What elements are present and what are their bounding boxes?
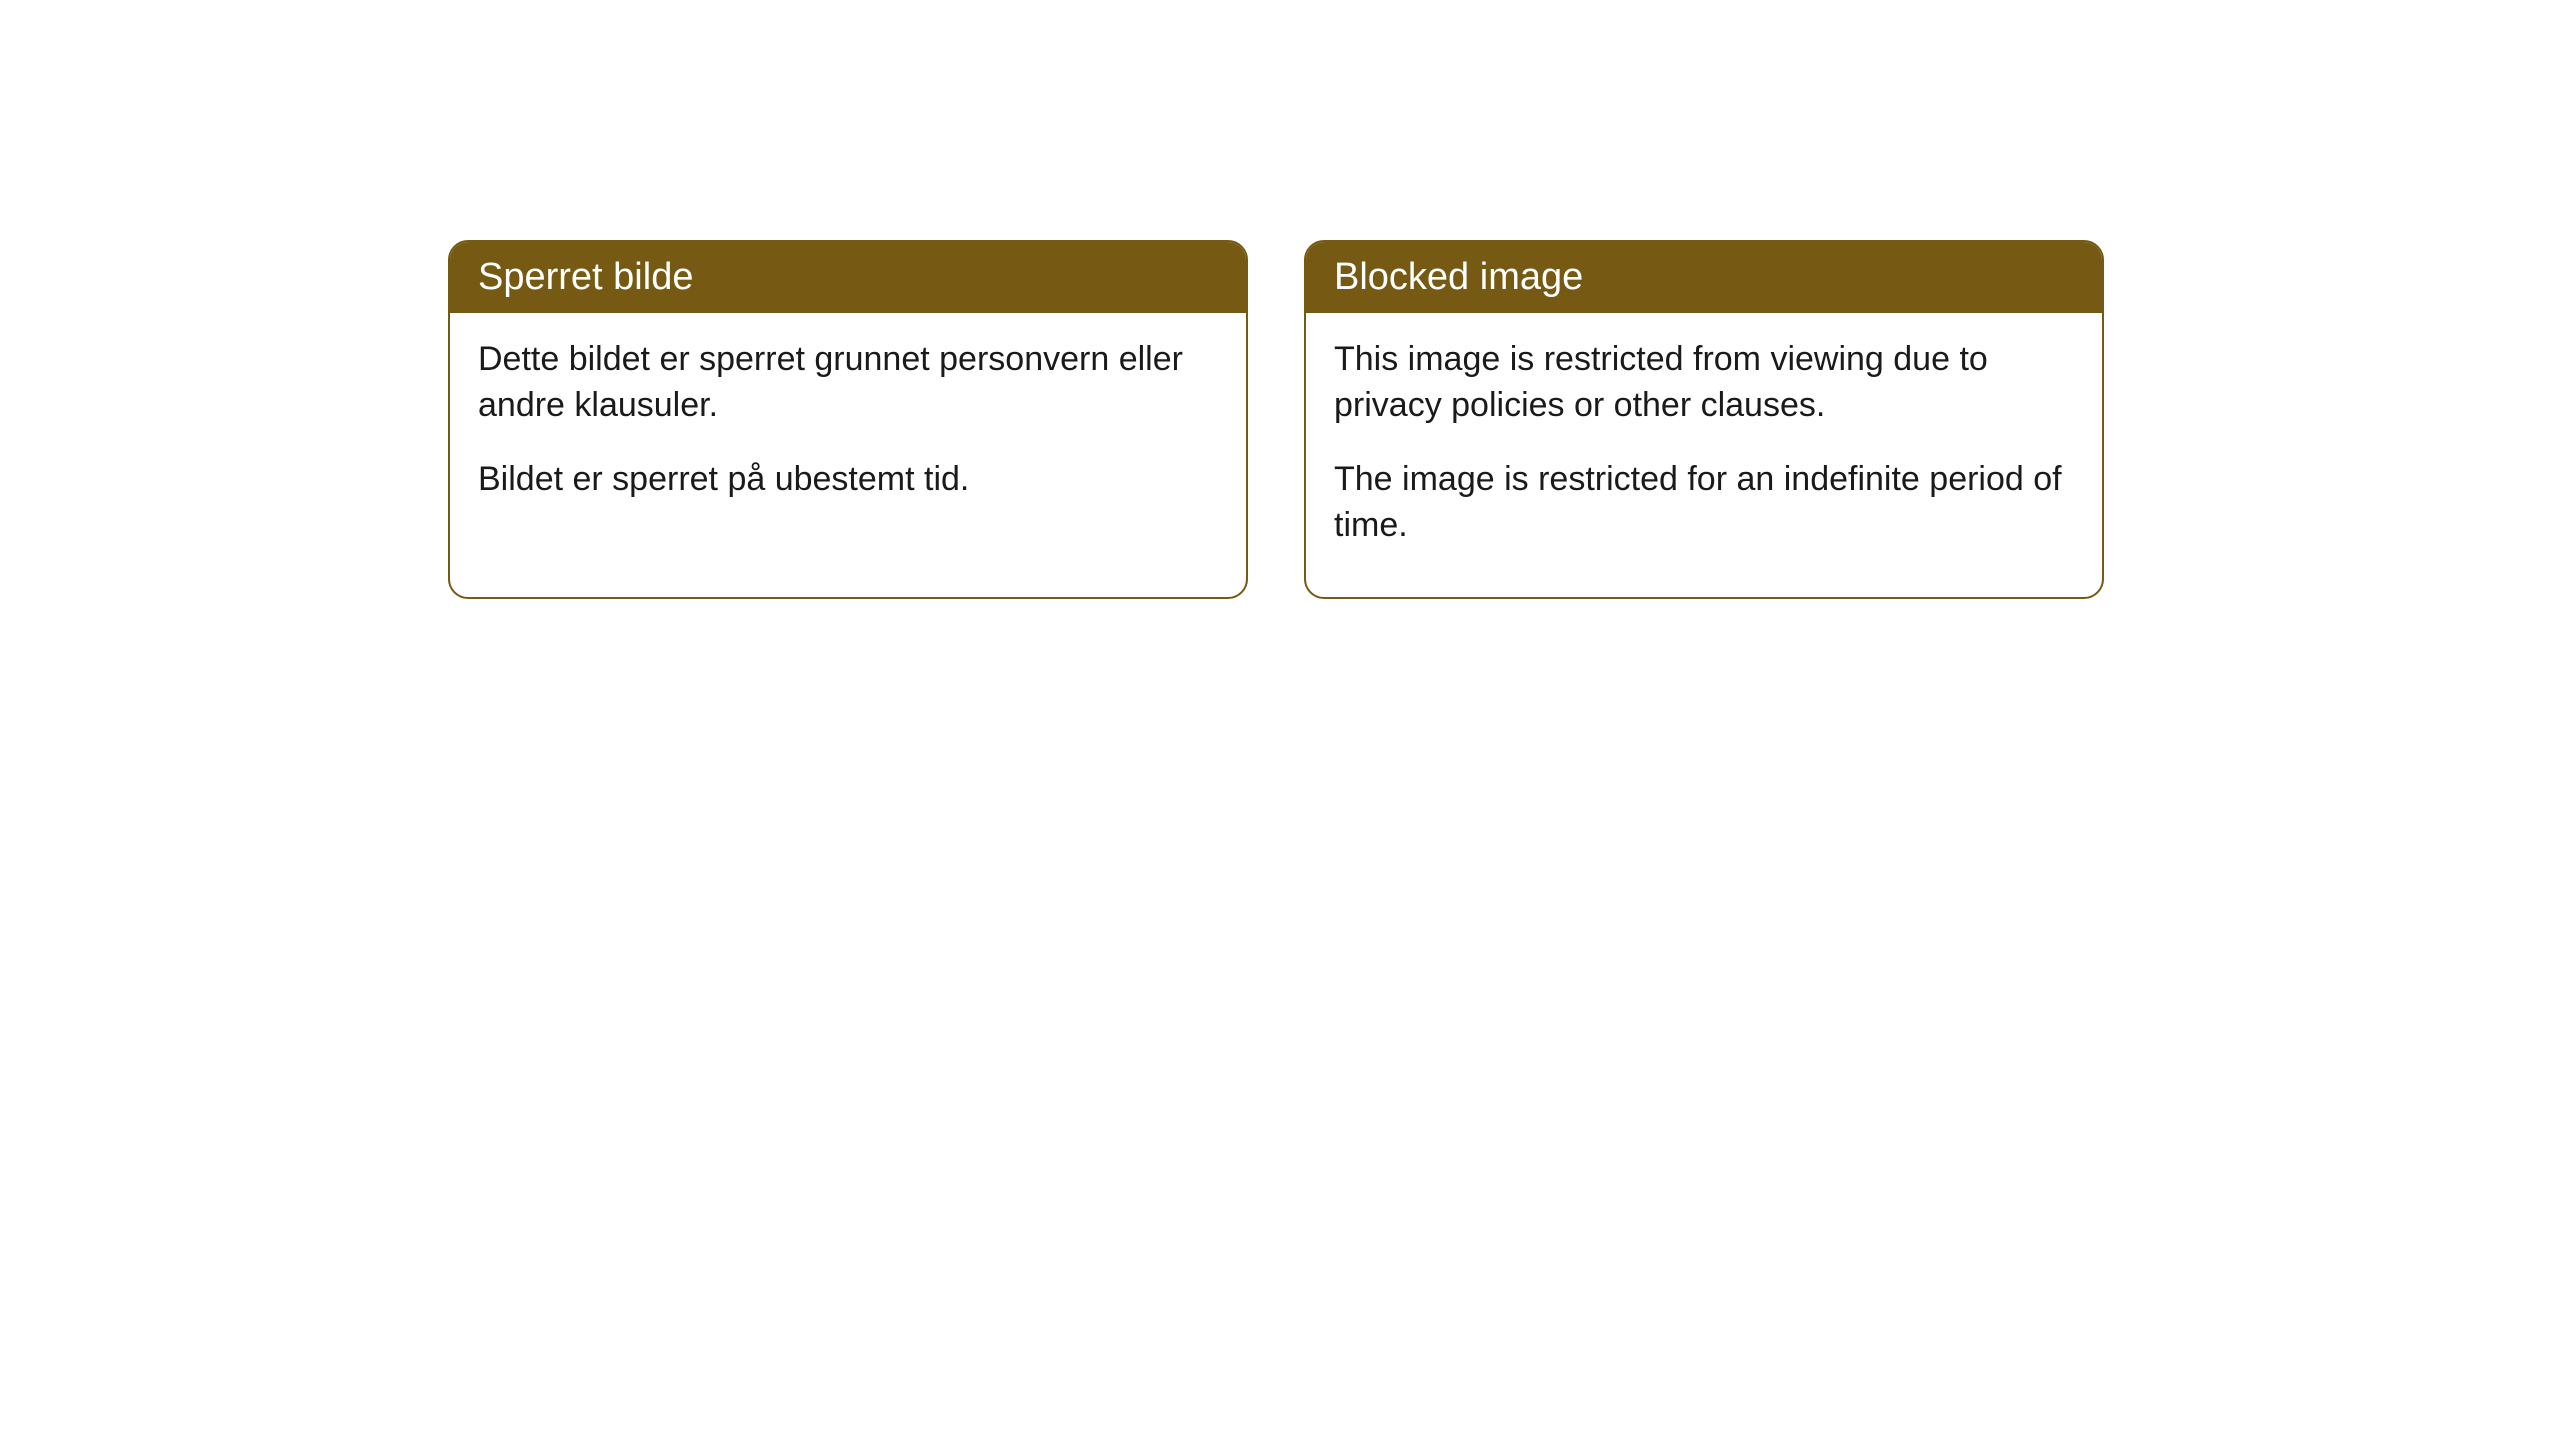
blocked-image-card-english: Blocked image This image is restricted f… <box>1304 240 2104 599</box>
notice-cards-container: Sperret bilde Dette bildet er sperret gr… <box>448 240 2104 599</box>
card-body-norwegian: Dette bildet er sperret grunnet personve… <box>450 313 1246 551</box>
card-header-english: Blocked image <box>1306 242 2102 313</box>
card-header-norwegian: Sperret bilde <box>450 242 1246 313</box>
card-paragraph: This image is restricted from viewing du… <box>1334 337 2074 429</box>
card-paragraph: The image is restricted for an indefinit… <box>1334 457 2074 549</box>
card-body-english: This image is restricted from viewing du… <box>1306 313 2102 597</box>
card-paragraph: Bildet er sperret på ubestemt tid. <box>478 457 1218 503</box>
blocked-image-card-norwegian: Sperret bilde Dette bildet er sperret gr… <box>448 240 1248 599</box>
card-paragraph: Dette bildet er sperret grunnet personve… <box>478 337 1218 429</box>
